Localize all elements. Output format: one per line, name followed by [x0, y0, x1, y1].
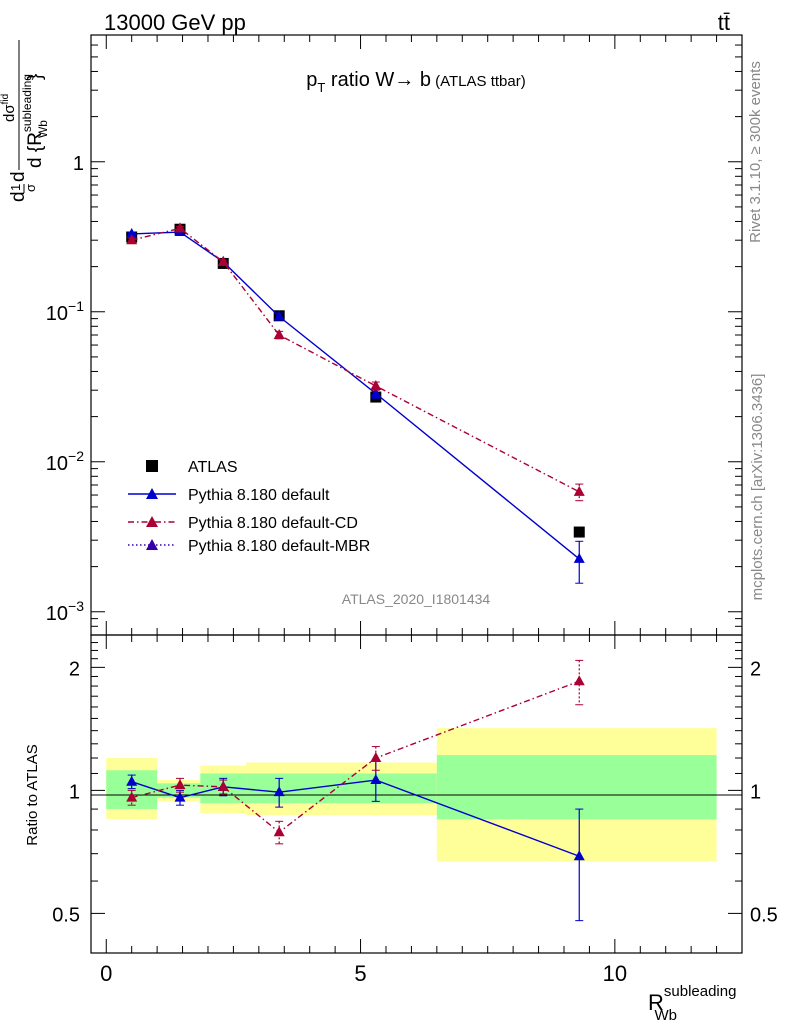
ratio-band-inner — [436, 755, 717, 820]
legend-marker-cd — [146, 516, 158, 527]
y-tick-label-ratio-right: 2 — [750, 658, 761, 680]
main-pythia-8-180-default-point — [370, 387, 382, 398]
ratio-pythia-8-180-default-point — [174, 791, 186, 802]
y-tick-label: 10−2 — [46, 448, 84, 475]
ratio-pythia-8-180-default-point — [370, 774, 382, 785]
svg-text:1: 1 — [8, 184, 23, 191]
x-tick-label: 0 — [100, 961, 112, 986]
legend-label-cd: Pythia 8.180 default-CD — [188, 515, 358, 532]
ratio-pythia-8-180-default-cd-point — [273, 826, 285, 837]
main-pythia-8-180-default-cd-point — [370, 379, 382, 390]
analysis-id: ATLAS_2020_I1801434 — [342, 591, 491, 607]
ratio-pythia-8-180-default-cd-point — [174, 779, 186, 790]
y-axis-label-main: d 1 σ d dσfid d {Rsubleading Wb} — [0, 40, 50, 202]
x-axis-label: Rsubleading Wb — [648, 983, 736, 1024]
ratio-pythia-8-180-default-point — [573, 850, 585, 861]
y-tick-label-ratio-right: 0.5 — [750, 904, 778, 926]
mcplots-label: mcplots.cern.ch [arXiv:1306.3436] — [749, 374, 766, 601]
main-pythia-8-180-default-cd-point — [126, 234, 138, 245]
ratio-pythia-8-180-default-point — [273, 786, 285, 797]
legend-marker-mbr — [146, 539, 158, 550]
svg-text:d: d — [8, 171, 29, 182]
main-pythia-8-180-default-point — [573, 552, 585, 563]
y-tick-label-ratio-right: 1 — [750, 781, 761, 803]
legend-label-atlas: ATLAS — [188, 459, 238, 476]
y-tick-label-ratio: 0.5 — [52, 904, 80, 926]
rivet-label: Rivet 3.1.10, ≥ 300k events — [747, 61, 764, 243]
axis-ticks: 0 5 10 10−3 10−2 10−1 1 0.5 0.5 1 1 2 2 — [46, 34, 778, 986]
svg-text:d: d — [8, 191, 29, 202]
chart-title: pT ratio W→ b (ATLAS ttbar) — [306, 69, 525, 95]
ratio-pythia-8-180-default-line — [131, 779, 580, 857]
legend-marker-atlas — [146, 460, 158, 472]
legend-label-default: Pythia 8.180 default — [188, 487, 330, 504]
main-pythia-8-180-default-line — [131, 231, 580, 560]
energy-label: 13000 GeV pp — [104, 10, 246, 35]
ratio-pythia-8-180-default-cd-point — [370, 752, 382, 763]
y-tick-label: 10−1 — [46, 298, 84, 325]
process-label: tt̄ — [718, 10, 730, 35]
main-pythia-8-180-default-point — [273, 310, 285, 321]
chart-marks — [126, 222, 585, 922]
ratio-pythia-8-180-default-cd-point — [217, 780, 229, 791]
ratio-pythia-8-180-default-cd-point — [573, 675, 585, 686]
main-pythia-8-180-default-cd-point — [573, 485, 585, 496]
main-pythia-8-180-default-cd-line — [131, 227, 580, 493]
ratio-frame — [90, 634, 743, 954]
svg-text:σ: σ — [23, 184, 38, 192]
y-tick-label: 10−3 — [46, 598, 84, 625]
ratio-band-inner — [246, 773, 437, 804]
main-pythia-8-180-default-cd-point — [174, 222, 186, 233]
main-atlas-point — [573, 526, 585, 538]
x-tick-label: 10 — [603, 961, 627, 986]
main-pythia-8-180-default-cd-point — [217, 255, 229, 266]
legend: ATLAS Pythia 8.180 default Pythia 8.180 … — [128, 459, 370, 555]
y-tick-label: 1 — [73, 153, 84, 175]
legend-label-mbr: Pythia 8.180 default-MBR — [188, 538, 370, 555]
ratio-pythia-8-180-default-cd-line — [131, 680, 580, 834]
y-axis-label-ratio: Ratio to ATLAS — [24, 744, 41, 845]
x-tick-label: 5 — [354, 961, 366, 986]
y-tick-label-ratio: 1 — [69, 781, 80, 803]
main-pythia-8-180-default-cd-point — [273, 329, 285, 339]
y-tick-label-ratio: 2 — [69, 658, 80, 680]
svg-text:dσfid: dσfid — [0, 94, 18, 122]
main-pythia-8-180-default-point — [126, 227, 138, 238]
ratio-pythia-8-180-default-cd-point — [126, 791, 138, 802]
legend-marker-default — [146, 488, 158, 499]
ratio-pythia-8-180-default-point — [126, 775, 138, 786]
